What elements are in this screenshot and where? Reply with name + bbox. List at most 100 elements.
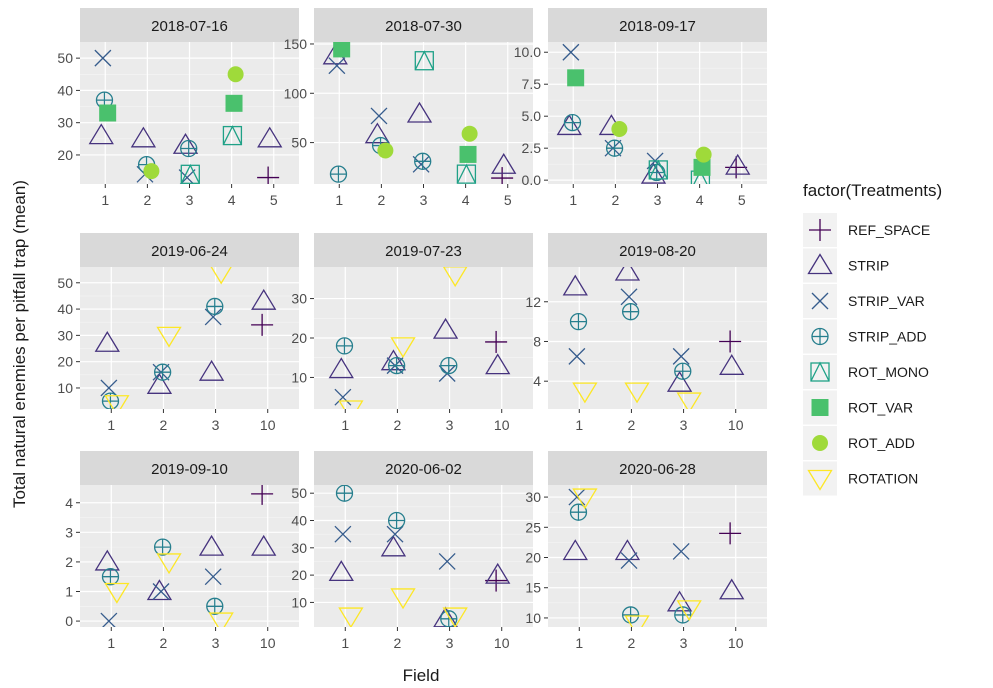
data-point-strip-add — [648, 163, 666, 182]
data-point-strip-add — [101, 568, 120, 586]
legend-marker-ref-space — [809, 219, 831, 241]
data-point-strip-var — [204, 568, 222, 586]
y-tick-label: 5.0 — [522, 108, 542, 124]
facet-panel: 2020-06-02 10 20 30 40 50 1 2 3 10 — [291, 451, 533, 651]
data-point-strip-var — [152, 583, 170, 600]
facet-title: 2018-07-16 — [151, 18, 228, 35]
data-point-rot-var — [567, 69, 585, 87]
data-point-strip — [198, 359, 225, 381]
data-points — [328, 485, 511, 627]
data-point-strip-add — [335, 337, 354, 355]
legend-label: REF_SPACE — [848, 222, 930, 238]
facet-strip — [548, 233, 767, 267]
data-point-strip — [725, 153, 751, 175]
y-tick-label: 10 — [291, 594, 307, 610]
x-tick-label: 2 — [377, 192, 385, 208]
legend-item: ROTATION — [803, 461, 918, 496]
data-point-strip — [666, 370, 693, 392]
data-point-strip — [198, 534, 225, 556]
x-tick-label: 5 — [504, 192, 512, 208]
data-point-strip — [719, 578, 745, 600]
y-tick-label: 20 — [291, 330, 307, 346]
legend-label: ROT_ADD — [848, 435, 915, 451]
data-point-strip-add — [605, 139, 624, 157]
legend-marker-strip-add — [811, 327, 829, 346]
y-tick-label: 12 — [525, 294, 541, 310]
data-point-strip-add — [563, 113, 582, 132]
data-point-strip-var — [562, 43, 580, 61]
y-tick-label: 25 — [525, 519, 541, 535]
x-tick-label: 2 — [143, 192, 151, 208]
facet-strip — [80, 8, 299, 42]
legend-marker-strip-var — [811, 292, 829, 310]
x-tick-label: 10 — [494, 417, 510, 433]
x-tick-label: 1 — [341, 417, 349, 433]
facet-title: 2020-06-02 — [385, 461, 462, 478]
legend-label: STRIP_ADD — [848, 329, 927, 345]
y-tick-label: 0.0 — [522, 172, 542, 188]
data-point-rot-mono — [180, 163, 200, 184]
facet-title: 2019-09-10 — [151, 461, 228, 478]
data-point-strip-var — [412, 155, 430, 173]
data-point-rotation — [338, 400, 364, 409]
legend-marker-rot-add — [812, 435, 828, 451]
data-point-strip — [562, 539, 588, 561]
data-point-strip-var — [328, 57, 346, 75]
data-point-strip — [328, 357, 354, 379]
facet-title: 2019-07-23 — [385, 243, 462, 260]
legend-items: REF_SPACE STRIP STRIP_VAR STRIP_ADD ROT_MONO… — [803, 213, 930, 496]
data-point-strip — [640, 162, 667, 184]
y-tick-label: 30 — [525, 489, 541, 505]
data-point-strip-add — [206, 297, 224, 316]
x-tick-label: 1 — [335, 192, 343, 208]
y-tick-label: 1 — [65, 584, 73, 600]
x-tick-label: 10 — [728, 635, 744, 651]
x-tick-label: 2 — [160, 635, 168, 651]
data-point-strip-var — [620, 288, 638, 306]
x-tick-label: 1 — [341, 635, 349, 651]
data-point-ref-space — [257, 166, 280, 184]
data-point-strip-var — [672, 543, 690, 560]
data-point-strip — [380, 349, 407, 371]
data-point-strip — [257, 126, 283, 148]
y-tick-label: 10.0 — [514, 44, 541, 60]
data-point-strip — [380, 535, 407, 557]
data-point-strip — [556, 114, 582, 136]
data-points — [562, 267, 745, 409]
legend-item: ROT_MONO — [803, 355, 929, 389]
y-tick-label: 8 — [533, 333, 541, 349]
x-axis-title: Field — [403, 666, 440, 685]
y-tick-label: 20 — [57, 354, 73, 370]
x-tick-label: 1 — [101, 192, 109, 208]
data-point-strip — [88, 123, 114, 145]
y-tick-label: 30 — [57, 115, 73, 131]
y-tick-label: 150 — [284, 36, 308, 52]
x-tick-label: 3 — [186, 192, 194, 208]
data-point-strip — [485, 562, 511, 584]
x-tick-label: 10 — [728, 417, 744, 433]
data-point-strip-add — [569, 503, 588, 521]
facet-title: 2018-09-17 — [619, 18, 696, 35]
legend-marker-strip — [807, 253, 833, 275]
facet-title: 2020-06-28 — [619, 461, 696, 478]
x-tick-label: 4 — [228, 192, 236, 208]
data-point-strip-add — [335, 485, 354, 502]
x-tick-label: 3 — [446, 635, 454, 651]
y-tick-label: 50 — [291, 485, 307, 501]
legend-label: ROT_MONO — [848, 364, 929, 380]
data-point-rotation — [676, 600, 702, 622]
data-point-rotation — [624, 382, 650, 404]
data-point-strip — [562, 274, 588, 296]
data-point-rot-add — [695, 146, 712, 163]
data-point-rotation — [208, 612, 234, 627]
x-tick-label: 5 — [738, 192, 746, 208]
data-point-strip-add — [621, 606, 640, 624]
data-point-strip-add — [569, 312, 588, 331]
x-tick-label: 2 — [394, 417, 402, 433]
panel-background — [548, 267, 767, 409]
y-tick-label: 4 — [65, 495, 73, 511]
data-point-ref-space — [251, 485, 274, 505]
legend-marker-rot-mono — [810, 361, 830, 382]
y-tick-label: 20 — [525, 550, 541, 566]
